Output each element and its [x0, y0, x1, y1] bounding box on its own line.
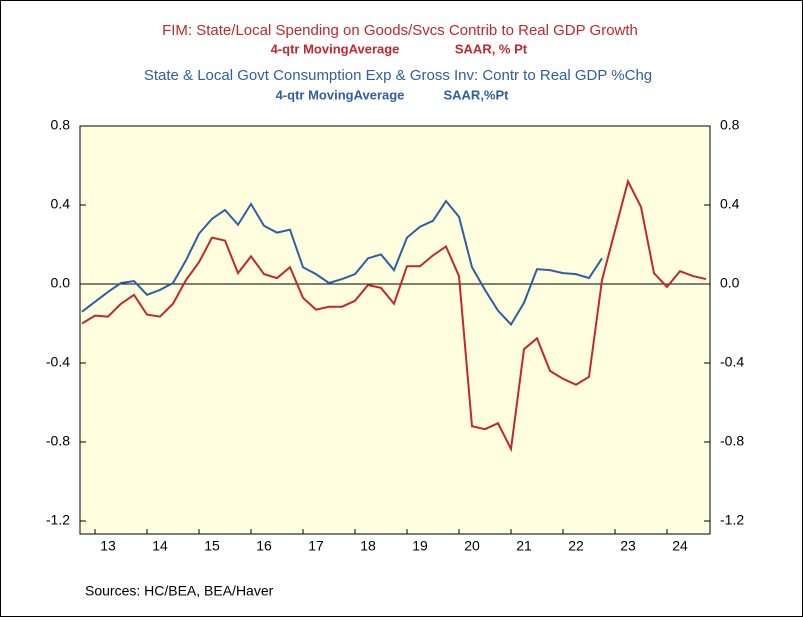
y2-tick-label: 0.8 [720, 117, 740, 133]
x-tick-label: 16 [256, 538, 272, 554]
chart-title: State & Local Govt Consumption Exp & Gro… [144, 67, 652, 84]
y-tick-label: 0.4 [51, 196, 71, 212]
y2-tick-label: -1.2 [720, 512, 744, 528]
subtitle: SAAR, % Pt [455, 41, 528, 56]
y-tick-label: -0.8 [46, 433, 70, 449]
y-tick-label: 0.0 [51, 275, 71, 291]
y-tick-label: -0.4 [46, 354, 70, 370]
source: Sources: HC/BEA, BEA/Haver [85, 583, 274, 599]
x-tick-label: 20 [464, 538, 480, 554]
y-tick-label: 0.8 [51, 117, 71, 133]
x-tick-label: 14 [152, 538, 168, 554]
y2-tick-label: 0.4 [720, 196, 740, 212]
x-tick-label: 19 [412, 538, 428, 554]
x-tick-label: 18 [360, 538, 376, 554]
y2-tick-label: -0.8 [720, 433, 744, 449]
plot-area [79, 125, 711, 535]
x-tick-label: 21 [516, 538, 532, 554]
y2-tick-label: 0.0 [720, 275, 740, 291]
y2-tick-label: -0.4 [720, 354, 744, 370]
x-tick-label: 17 [308, 538, 324, 554]
series-line [81, 199, 603, 327]
x-tick-label: 13 [100, 538, 116, 554]
subtitle: SAAR,%Pt [443, 87, 509, 102]
subtitle: 4-qtr MovingAverage [276, 87, 405, 102]
series-line [81, 178, 707, 453]
x-tick-label: 23 [620, 538, 636, 554]
x-tick-label: 15 [204, 538, 220, 554]
x-tick-label: 24 [672, 538, 688, 554]
chart-title: FIM: State/Local Spending on Goods/Svcs … [162, 22, 638, 39]
x-tick-label: 22 [568, 538, 584, 554]
y-tick-label: -1.2 [46, 512, 70, 528]
subtitle: 4-qtr MovingAverage [271, 41, 400, 56]
